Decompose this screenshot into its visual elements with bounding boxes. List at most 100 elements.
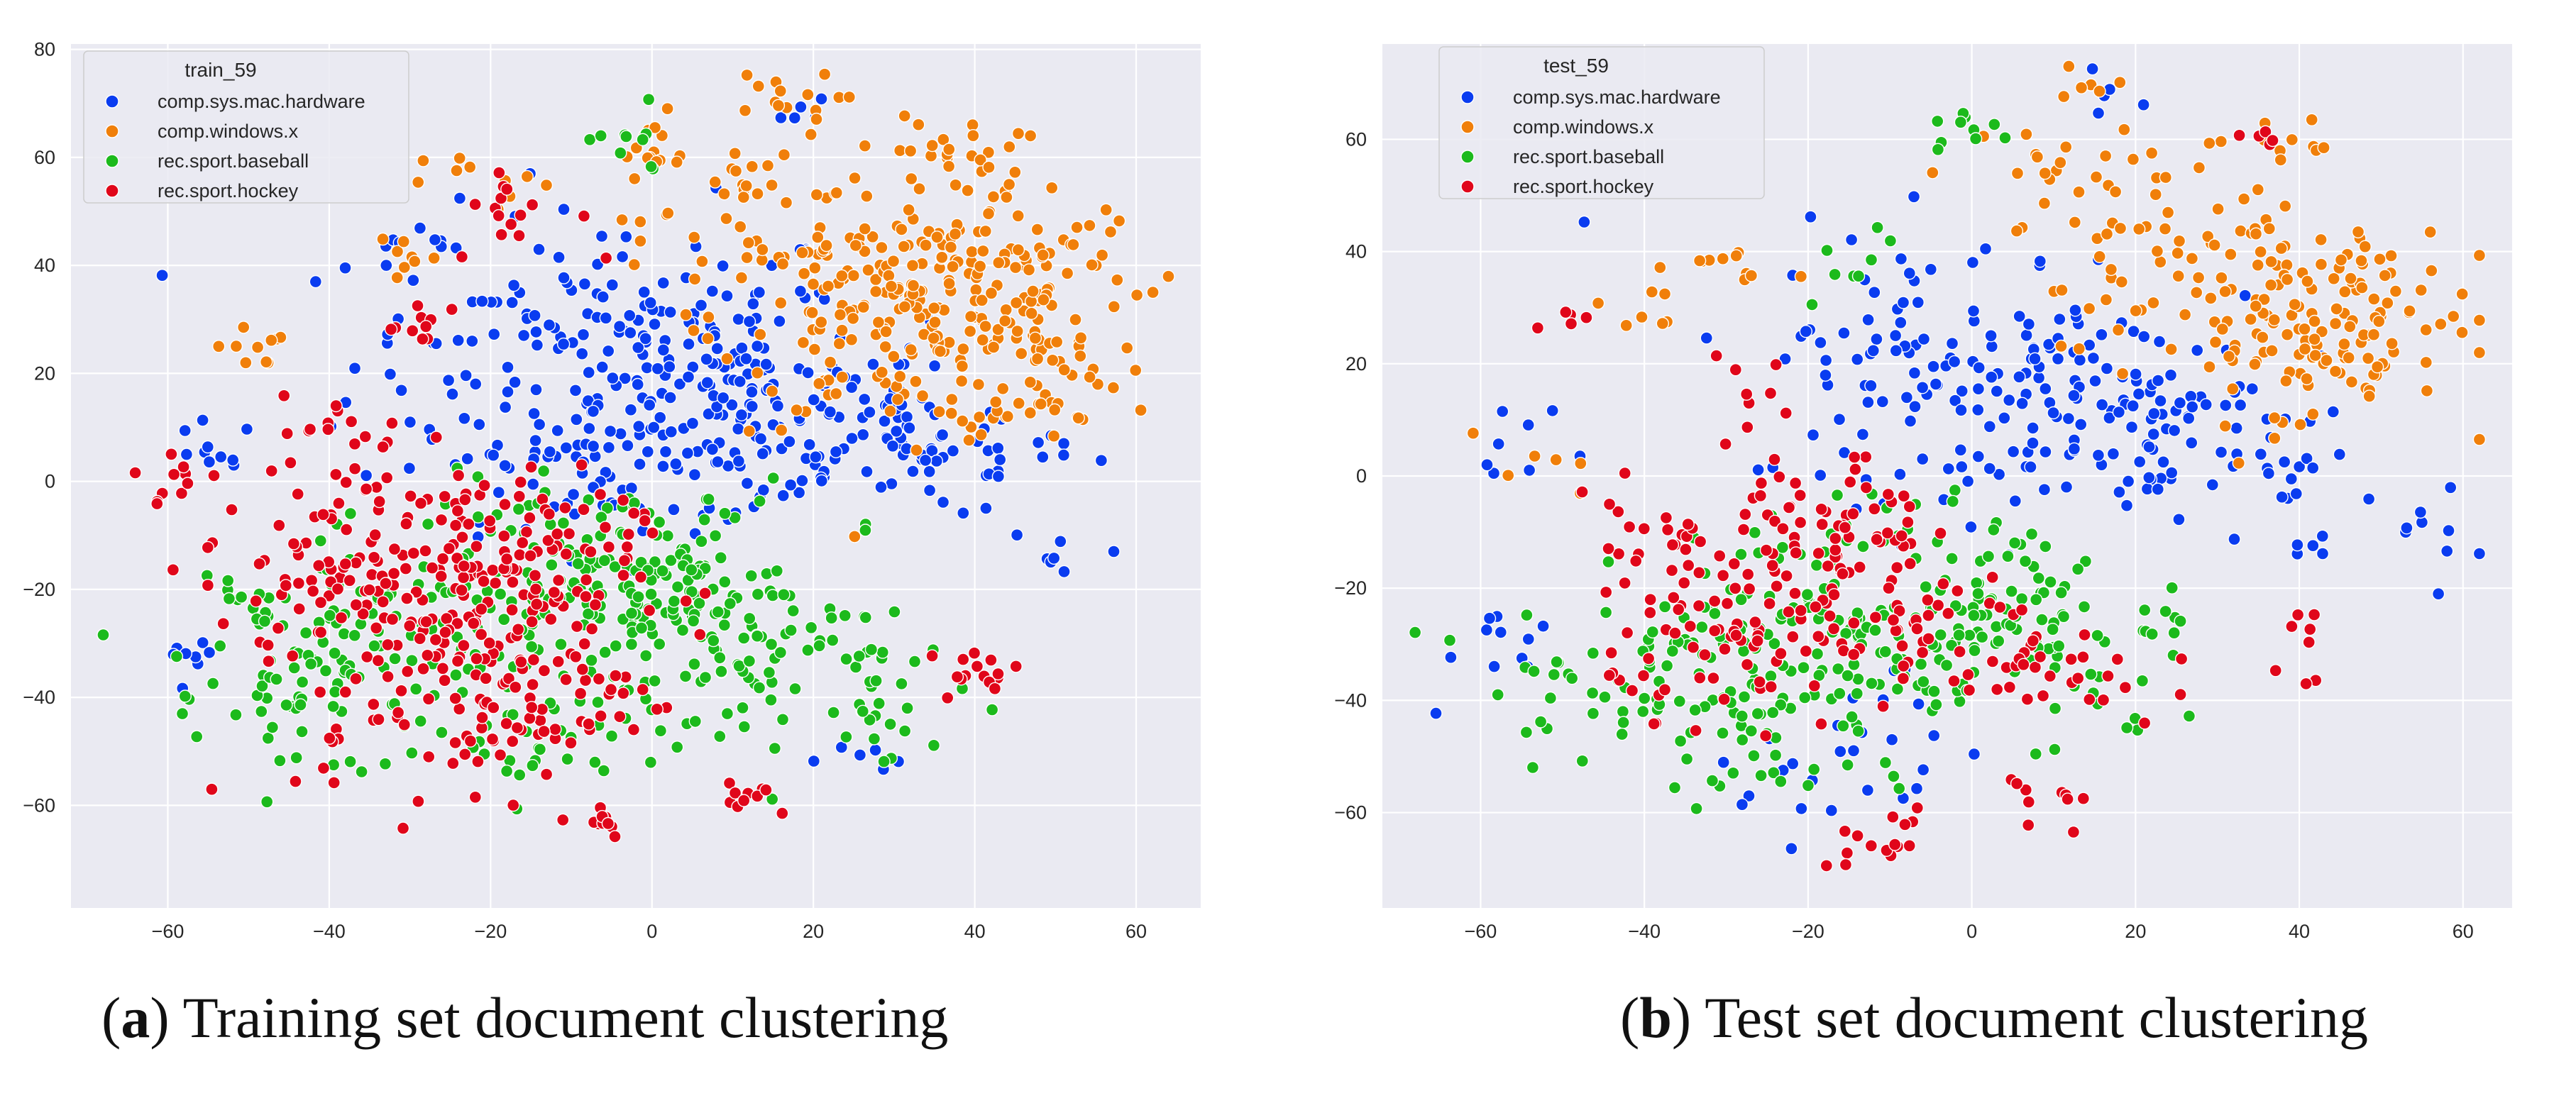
point-comp.sys.mac.hardware <box>599 311 612 325</box>
point-comp.windows.x <box>849 238 863 253</box>
point-rec.sport.hockey <box>488 576 502 590</box>
point-rec.sport.baseball <box>1491 688 1504 702</box>
point-rec.sport.hockey <box>448 736 462 750</box>
point-comp.windows.x <box>1050 335 1064 349</box>
point-rec.sport.hockey <box>646 526 659 540</box>
point-rec.sport.hockey <box>984 653 998 667</box>
point-rec.sport.baseball <box>1969 132 1983 145</box>
point-rec.sport.baseball <box>768 741 782 755</box>
point-comp.sys.mac.hardware <box>796 474 809 487</box>
point-rec.sport.baseball <box>513 768 527 782</box>
point-comp.sys.mac.hardware <box>527 477 540 491</box>
point-rec.sport.baseball <box>2057 610 2071 624</box>
point-rec.sport.baseball <box>1931 143 1945 157</box>
point-comp.sys.mac.hardware <box>1094 454 1108 467</box>
point-rec.sport.hockey <box>1580 311 1593 324</box>
point-comp.windows.x <box>2082 301 2096 316</box>
point-rec.sport.hockey <box>588 598 602 611</box>
point-comp.sys.mac.hardware <box>2291 538 2304 552</box>
point-rec.sport.baseball <box>449 668 463 682</box>
point-rec.sport.hockey <box>569 650 583 663</box>
point-rec.sport.hockey <box>331 582 345 596</box>
point-comp.windows.x <box>862 263 875 277</box>
point-rec.sport.baseball <box>698 513 711 526</box>
point-rec.sport.baseball <box>533 743 547 756</box>
point-rec.sport.hockey <box>1847 450 1861 464</box>
legend-entry: rec.sport.hockey <box>158 180 299 201</box>
point-comp.sys.mac.hardware <box>586 404 600 419</box>
point-comp.sys.mac.hardware <box>2443 481 2457 494</box>
point-comp.sys.mac.hardware <box>2154 394 2167 408</box>
point-comp.sys.mac.hardware <box>2086 62 2099 76</box>
point-rec.sport.hockey <box>2302 636 2316 649</box>
point-comp.sys.mac.hardware <box>686 416 700 430</box>
point-rec.sport.hockey <box>1838 824 1852 838</box>
point-rec.sport.hockey <box>513 548 527 562</box>
point-rec.sport.hockey <box>1612 547 1626 560</box>
point-rec.sport.baseball <box>2044 575 2057 589</box>
legend: test_59comp.sys.mac.hardwarecomp.windows… <box>1438 46 1765 199</box>
point-rec.sport.hockey <box>1859 450 1873 464</box>
point-comp.sys.mac.hardware <box>669 457 683 471</box>
point-comp.sys.mac.hardware <box>2113 485 2126 499</box>
point-rec.sport.baseball <box>678 670 693 683</box>
point-rec.sport.baseball <box>2008 536 2022 550</box>
point-rec.sport.baseball <box>718 575 732 589</box>
point-comp.sys.mac.hardware <box>1868 286 1881 299</box>
point-comp.windows.x <box>2367 292 2381 306</box>
point-rec.sport.baseball <box>2046 623 2059 636</box>
point-comp.windows.x <box>1037 293 1050 306</box>
point-rec.sport.hockey <box>1840 846 1854 860</box>
point-rec.sport.hockey <box>421 648 434 662</box>
point-comp.sys.mac.hardware <box>1903 267 1917 280</box>
point-comp.sys.mac.hardware <box>501 385 514 399</box>
point-comp.sys.mac.hardware <box>1983 462 1996 475</box>
point-rec.sport.hockey <box>2071 672 2085 685</box>
point-comp.windows.x <box>2204 292 2218 305</box>
point-comp.sys.mac.hardware <box>451 333 465 347</box>
point-rec.sport.hockey <box>1754 476 1768 490</box>
point-rec.sport.hockey <box>451 469 466 482</box>
point-rec.sport.hockey <box>434 513 448 527</box>
point-rec.sport.hockey <box>1658 683 1672 697</box>
point-comp.windows.x <box>1099 203 1113 216</box>
point-comp.windows.x <box>2132 222 2146 236</box>
point-rec.sport.hockey <box>525 615 539 628</box>
point-rec.sport.hockey <box>1823 609 1837 623</box>
point-rec.sport.baseball <box>190 730 204 743</box>
point-comp.windows.x <box>2314 233 2328 247</box>
point-rec.sport.baseball <box>2079 555 2093 568</box>
point-rec.sport.hockey <box>291 487 304 501</box>
point-comp.sys.mac.hardware <box>529 383 543 397</box>
point-comp.windows.x <box>2328 365 2343 378</box>
point-rec.sport.hockey <box>562 527 576 541</box>
point-comp.sys.mac.hardware <box>1057 565 1071 579</box>
point-comp.sys.mac.hardware <box>1954 443 1968 457</box>
point-rec.sport.hockey <box>487 701 500 714</box>
point-comp.sys.mac.hardware <box>874 480 888 494</box>
point-rec.sport.hockey <box>1707 671 1720 685</box>
point-rec.sport.baseball <box>1586 707 1600 720</box>
point-rec.sport.baseball <box>1914 658 1928 671</box>
legend-box <box>1438 46 1765 199</box>
point-rec.sport.hockey <box>578 673 593 687</box>
point-rec.sport.baseball <box>786 604 800 618</box>
point-rec.sport.baseball <box>600 502 614 515</box>
point-comp.sys.mac.hardware <box>2185 400 2199 414</box>
point-comp.sys.mac.hardware <box>383 367 397 381</box>
point-rec.sport.hockey <box>494 192 508 205</box>
point-comp.windows.x <box>2038 166 2052 180</box>
point-comp.windows.x <box>2211 202 2225 216</box>
point-rec.sport.baseball <box>711 605 725 619</box>
point-rec.sport.hockey <box>292 577 306 590</box>
point-comp.sys.mac.hardware <box>214 450 228 464</box>
x-tick-label: 60 <box>1125 921 1147 942</box>
point-rec.sport.hockey <box>457 559 470 573</box>
point-comp.windows.x <box>806 277 820 291</box>
point-comp.windows.x <box>1106 381 1121 394</box>
point-comp.windows.x <box>774 423 788 437</box>
point-rec.sport.baseball <box>2167 626 2181 640</box>
point-rec.sport.hockey <box>613 710 627 724</box>
point-rec.sport.hockey <box>2015 603 2029 616</box>
point-rec.sport.hockey <box>1794 604 1807 617</box>
